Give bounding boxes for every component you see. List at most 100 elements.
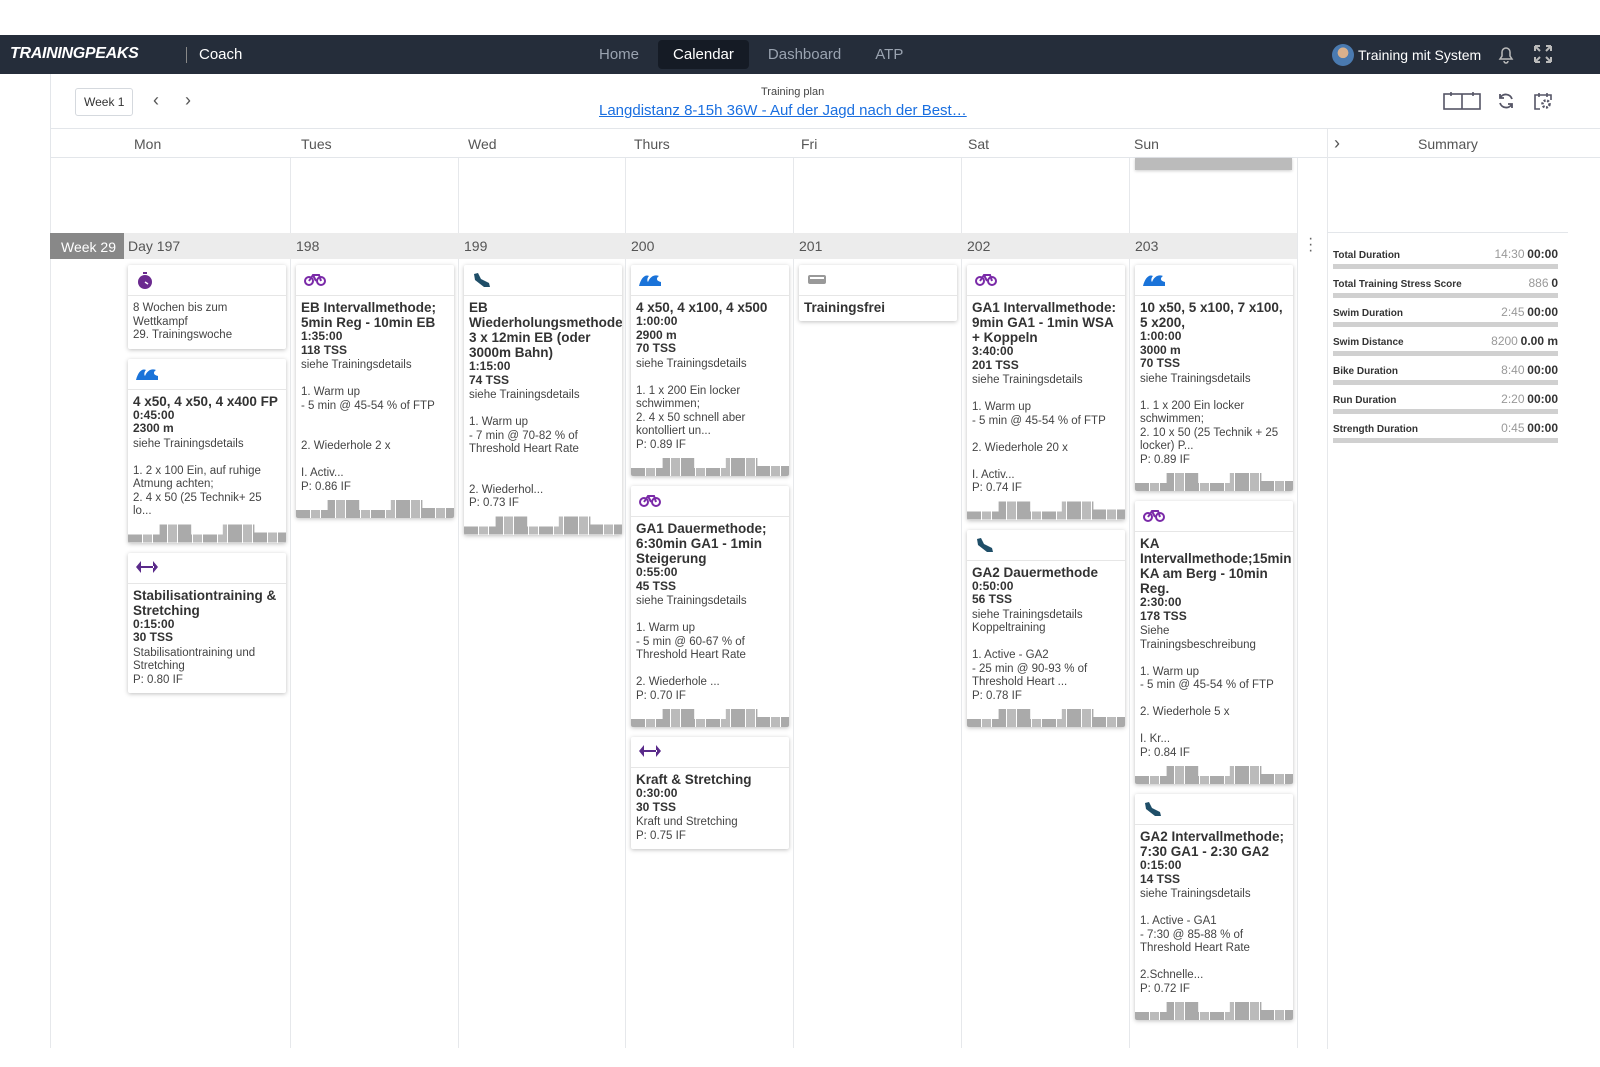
workout-structure-graph [128,524,286,543]
workout-metric: 1:00:00 [636,314,678,328]
workout-metric: 14 TSS [1140,871,1181,886]
card-header [1135,265,1293,296]
workout-description: Kraft und Stretching P: 0.75 IF [636,816,738,842]
plan-title-link[interactable]: Langdistanz 8-15h 36W - Auf der Jagd nac… [599,102,967,119]
workout-card[interactable]: 4 x50, 4 x50, 4 x400 FP 0:45:00 2300 m sieh… [128,358,286,543]
calendar-view-icon[interactable] [1443,91,1481,111]
week-button[interactable]: Week 1 [75,88,134,116]
workout-metric: 0:15:00 [133,616,175,631]
workout-metric: 2300 m [133,421,174,435]
workout-structure-graph [1135,473,1293,491]
card-body: Stabilisationtraining & Stretching 0:15:0… [128,584,286,688]
bike-icon [975,273,997,290]
workout-structure-graph [631,458,789,476]
swim-icon [136,367,158,384]
day-header-row: Mon Tues Wed Thurs Fri Sat Sun › [50,129,1600,158]
workout-metric: 2:30:00 [1140,595,1182,609]
summary-planned: 886 [1528,276,1549,290]
workout-title: GA2 Intervallmethode; 7:30 GA1 - 2:30 GA… [1140,829,1285,859]
workout-structure-graph [967,501,1125,520]
summary-row: Strength Duration 0:45 00:00 [1333,421,1558,443]
workout-description: siehe Trainingsdetails 1. Warm up - 7 mi… [469,389,580,509]
calendar-toolbar: Week 1 ‹ › Training plan Langdistanz 8-1… [50,74,1600,129]
next-week-icon[interactable]: › [185,90,191,110]
summary-actual: 00:00 [1527,247,1558,261]
workout-metric: 0:30:00 [636,786,678,800]
summary-row: Total Duration 14:30 00:00 [1333,247,1558,269]
workout-card[interactable]: Stabilisationtraining & Stretching 0:15:0… [128,552,286,693]
day-off-icon [807,272,827,289]
summary-row: Bike Duration 8:40 00:00 [1333,363,1558,385]
prev-week-icon[interactable]: ‹ [153,90,159,110]
bell-icon[interactable] [1495,43,1517,65]
week-options-icon[interactable]: · · · [1308,230,1314,259]
card-header [296,265,454,296]
day-column: 4 x50, 4 x100, 4 x500 1:00:00 2900 m 70 TSS… [631,265,789,849]
summary-label: Total Training Stress Score [1333,279,1462,290]
summary-label: Strength Duration [1333,424,1418,435]
card-body: 10 x50, 5 x100, 7 x100, 5 x200, 1:00:00 30… [1135,296,1293,467]
day-number: 199 [464,238,488,254]
workout-description: siehe Trainingsdetails 1. 2 x 100 Ein, a… [133,437,262,518]
workout-card[interactable]: EB Intervallmethode; 5min Reg - 10min EB… [296,265,454,518]
workout-card[interactable]: GA1 Dauermethode; 6:30min GA1 - 1min Ste… [631,486,789,727]
divider [186,47,187,63]
nav-calendar[interactable]: Calendar [658,40,749,69]
day-column: 8 Wochen bis zum Wettkampf 29. Trainings… [128,265,286,693]
logo[interactable]: TRAININGPEAKS [10,45,139,62]
workout-card[interactable]: 8 Wochen bis zum Wettkampf 29. Trainings… [128,265,286,349]
stopwatch-icon [136,272,154,294]
workout-card[interactable]: EB Wiederholungsmethode: 3 x 12min EB (o… [464,265,622,535]
bike-icon [639,494,661,511]
day-column: EB Wiederholungsmethode: 3 x 12min EB (o… [464,265,622,535]
workout-title: 10 x50, 5 x100, 7 x100, 5 x200, [1140,300,1283,330]
day-number: 200 [631,238,655,254]
workout-card[interactable]: 4 x50, 4 x100, 4 x500 1:00:00 2900 m 70 TSS… [631,265,789,476]
card-body: Trainingsfrei [799,296,957,315]
summary-label: Total Duration [1333,250,1401,261]
card-body: 4 x50, 4 x50, 4 x400 FP 0:45:00 2300 m sieh… [128,390,286,519]
nav-atp[interactable]: ATP [875,46,904,63]
summary-planned: 14:30 [1494,247,1525,261]
summary-row: Total Training Stress Score 886 0 [1333,276,1558,298]
workout-metric: 0:50:00 [972,578,1014,593]
workout-card[interactable]: GA2 Dauermethode 0:50:00 56 TSS siehe Train… [967,529,1125,727]
workout-title: GA1 Dauermethode; 6:30min GA1 - 1min Ste… [636,521,767,566]
workout-description: siehe Trainingsdetails 1. 1 x 200 Ein lo… [636,357,747,451]
day-number: 202 [967,238,991,254]
workout-title: Trainingsfrei [804,300,886,315]
refresh-icon[interactable] [1496,91,1516,111]
workout-card[interactable]: GA1 Intervallmethode: 9min GA1 - 1min WS… [967,265,1125,520]
workout-card[interactable]: 10 x50, 5 x100, 7 x100, 5 x200, 1:00:00 30… [1135,265,1293,491]
workout-card[interactable]: GA2 Intervallmethode; 7:30 GA1 - 2:30 GA… [1135,794,1293,1020]
card-header [128,265,286,296]
workout-card[interactable]: Trainingsfrei [799,265,957,321]
day-number: 203 [1135,238,1159,254]
nav-dashboard[interactable]: Dashboard [767,46,842,63]
workout-metric: 178 TSS [1140,608,1187,623]
fullscreen-icon[interactable] [1532,43,1554,65]
week-label: Week 29 [50,233,124,259]
calendar-settings-icon[interactable] [1533,91,1553,111]
workout-structure-graph [631,709,789,727]
card-header [128,359,286,390]
workout-title: Kraft & Stretching [636,772,752,787]
workout-title: 4 x50, 4 x100, 4 x500 [636,300,768,315]
workout-title: GA1 Intervallmethode: 9min GA1 - 1min WS… [972,300,1117,345]
workout-metric: 118 TSS [301,342,348,357]
workout-description: siehe Trainingsdetails 1. Warm up - 5 mi… [972,374,1106,494]
user-menu[interactable]: Training mit System [1332,44,1481,66]
expand-summary-icon[interactable]: › [1334,133,1340,153]
workout-metric: 1:15:00 [469,359,511,373]
workout-title: KA Intervallmethode;15min KA am Berg - 1… [1140,536,1292,596]
swim-icon [1143,273,1165,290]
top-nav-bar: TRAININGPEAKS Coach Home Calendar Dashbo… [0,35,1600,74]
summary-planned: 8200 [1491,334,1518,348]
run-icon [472,273,492,292]
workout-structure-graph [1135,766,1293,784]
nav-home[interactable]: Home [599,46,640,63]
previous-week-workout-graph[interactable] [1135,158,1292,170]
workout-card[interactable]: Kraft & Stretching 0:30:00 30 TSS Kraft und… [631,737,789,849]
workout-card[interactable]: KA Intervallmethode;15min KA am Berg - 1… [1135,501,1293,784]
summary-planned: 2:20 [1501,392,1525,406]
